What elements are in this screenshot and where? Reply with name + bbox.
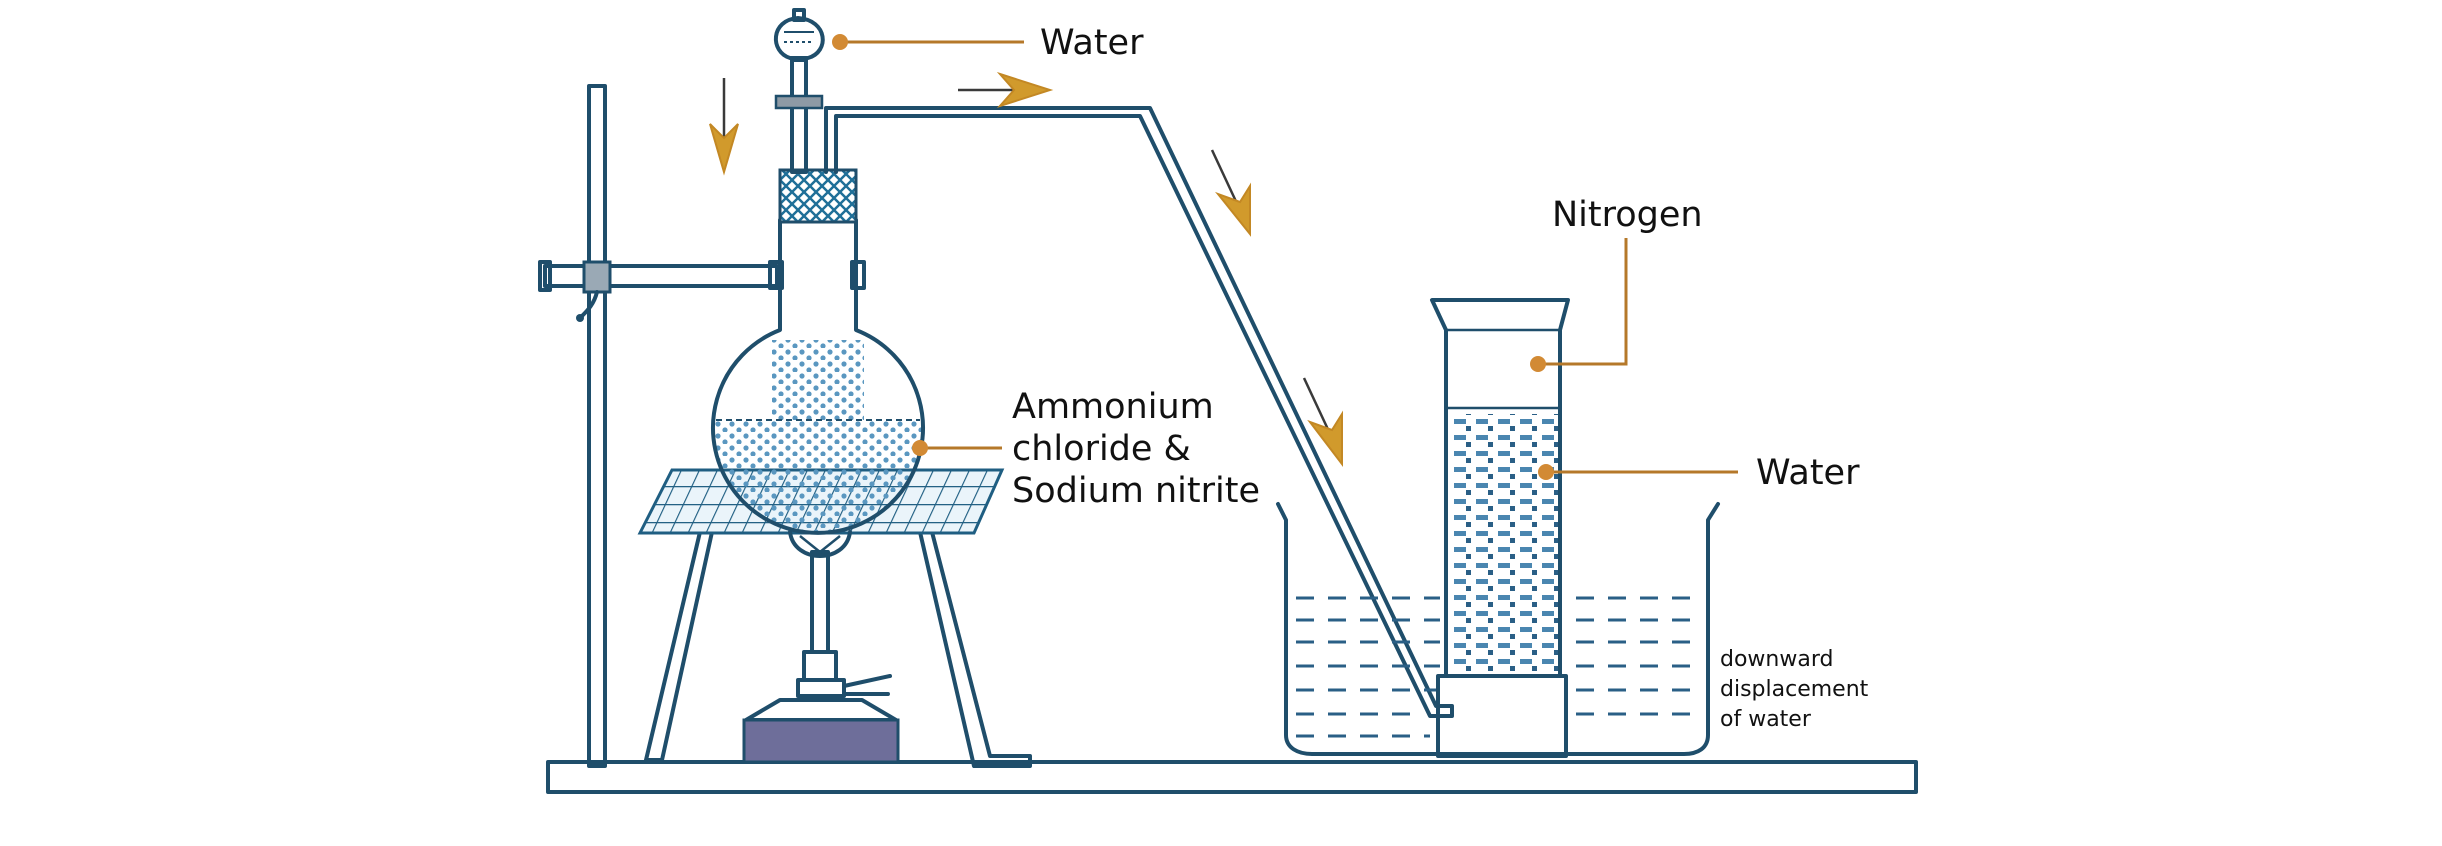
label-reactants-line3: Sodium nitrite bbox=[1012, 471, 1260, 511]
bunsen-burner bbox=[742, 530, 900, 764]
base-board bbox=[546, 760, 1918, 794]
round-bottom-flask bbox=[711, 168, 925, 535]
clamp-arm bbox=[543, 264, 779, 288]
flow-arrow-diagonal-1 bbox=[1210, 149, 1251, 237]
boss-head bbox=[576, 260, 612, 322]
leader-water-right bbox=[1538, 464, 1738, 480]
delivery-tube bbox=[824, 106, 1454, 718]
leader-reactants bbox=[912, 440, 1002, 456]
label-displacement-line1: downward bbox=[1720, 647, 1833, 672]
gas-jar bbox=[1430, 298, 1570, 758]
dropping-funnel bbox=[773, 8, 825, 174]
leader-nitrogen bbox=[1530, 238, 1628, 372]
leader-water-top bbox=[832, 34, 1024, 50]
beehive-shelf bbox=[1436, 674, 1568, 758]
flow-arrow-down bbox=[709, 78, 739, 176]
stand-rod bbox=[587, 84, 607, 768]
flow-arrow-diagonal-2 bbox=[1302, 377, 1343, 467]
label-water-top: Water bbox=[1040, 23, 1144, 63]
label-displacement-line2: displacement bbox=[1720, 677, 1869, 702]
label-reactants-line1: Ammonium bbox=[1012, 387, 1214, 427]
label-reactants-line2: chloride & bbox=[1012, 429, 1191, 469]
label-displacement-line3: of water bbox=[1720, 707, 1812, 732]
label-nitrogen: Nitrogen bbox=[1552, 195, 1703, 235]
label-water-right: Water bbox=[1756, 453, 1860, 493]
flow-arrow-right bbox=[958, 71, 1054, 109]
rubber-stopper bbox=[778, 168, 858, 224]
tripod bbox=[644, 530, 1032, 768]
